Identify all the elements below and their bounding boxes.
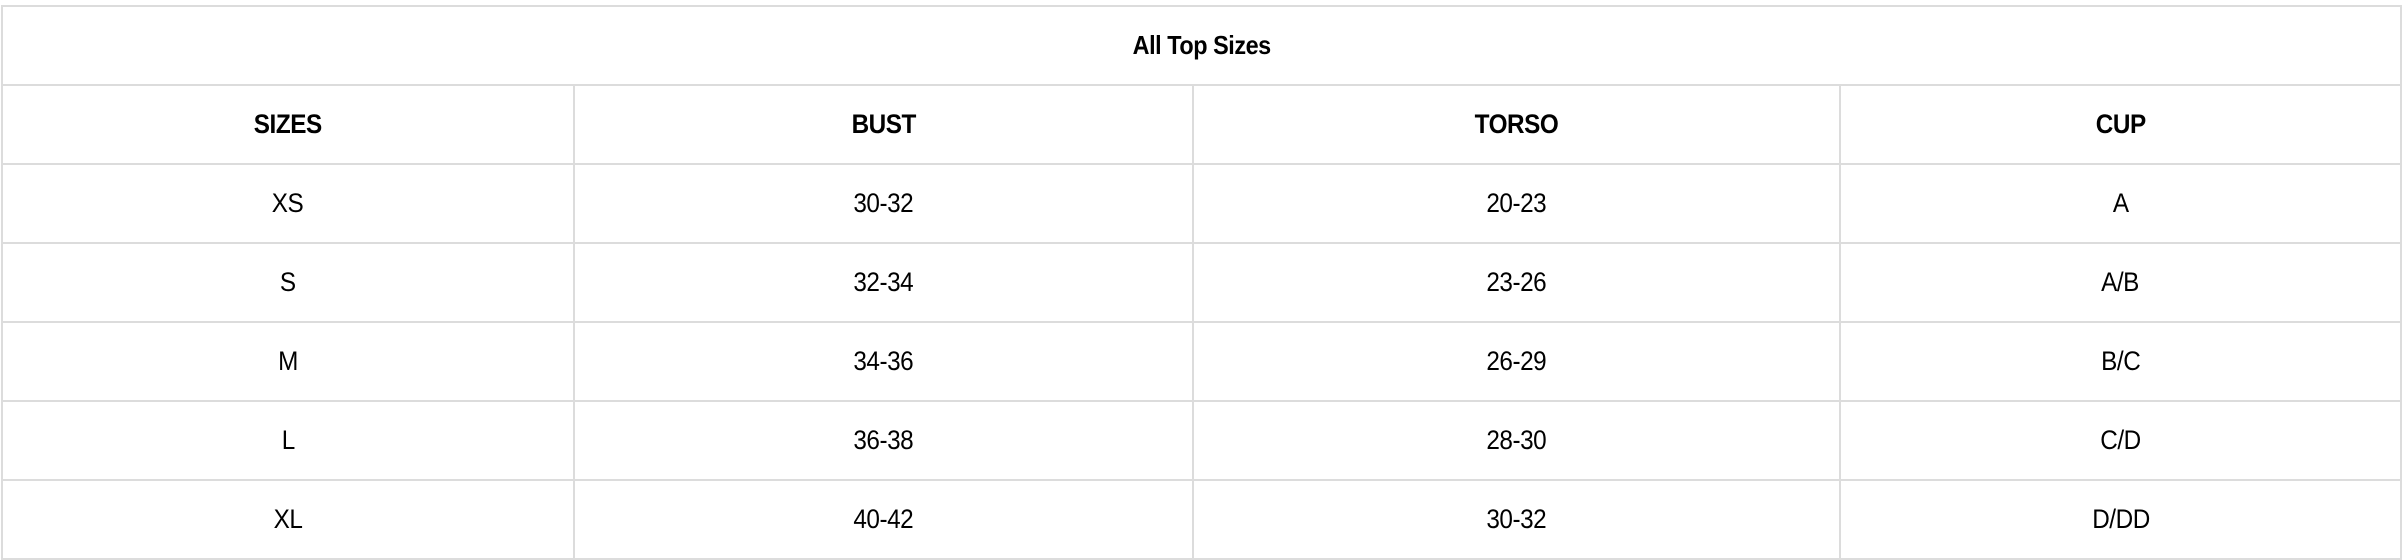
table-row: S 32-34 23-26 A/B: [1, 242, 2402, 323]
cell-cup: A: [1839, 163, 2402, 244]
cell-size: L: [1, 400, 575, 481]
table-row: M 34-36 26-29 B/C: [1, 321, 2402, 402]
cell-size: S: [1, 242, 575, 323]
cell-torso: 28-30: [1192, 400, 1841, 481]
cell-bust: 30-32: [573, 163, 1194, 244]
cell-size: M: [1, 321, 575, 402]
cell-cup: A/B: [1839, 242, 2402, 323]
cell-torso: 23-26: [1192, 242, 1841, 323]
size-chart-table: All Top Sizes SIZES BUST TORSO CUP XS 30-…: [1, 5, 2402, 560]
cell-size: XS: [1, 163, 575, 244]
table-title: All Top Sizes: [1, 5, 2402, 86]
header-row: SIZES BUST TORSO CUP: [1, 84, 2402, 165]
cell-cup: C/D: [1839, 400, 2402, 481]
table-row: XL 40-42 30-32 D/DD: [1, 479, 2402, 560]
cell-torso: 20-23: [1192, 163, 1841, 244]
table-row: L 36-38 28-30 C/D: [1, 400, 2402, 481]
column-header-bust: BUST: [573, 84, 1194, 165]
table-row: XS 30-32 20-23 A: [1, 163, 2402, 244]
column-header-cup: CUP: [1839, 84, 2402, 165]
cell-cup: B/C: [1839, 321, 2402, 402]
cell-bust: 40-42: [573, 479, 1194, 560]
cell-size: XL: [1, 479, 575, 560]
cell-bust: 36-38: [573, 400, 1194, 481]
cell-bust: 34-36: [573, 321, 1194, 402]
cell-torso: 30-32: [1192, 479, 1841, 560]
cell-cup: D/DD: [1839, 479, 2402, 560]
column-header-torso: TORSO: [1192, 84, 1841, 165]
cell-torso: 26-29: [1192, 321, 1841, 402]
column-header-sizes: SIZES: [1, 84, 575, 165]
table-title-row: All Top Sizes: [1, 5, 2402, 86]
cell-bust: 32-34: [573, 242, 1194, 323]
